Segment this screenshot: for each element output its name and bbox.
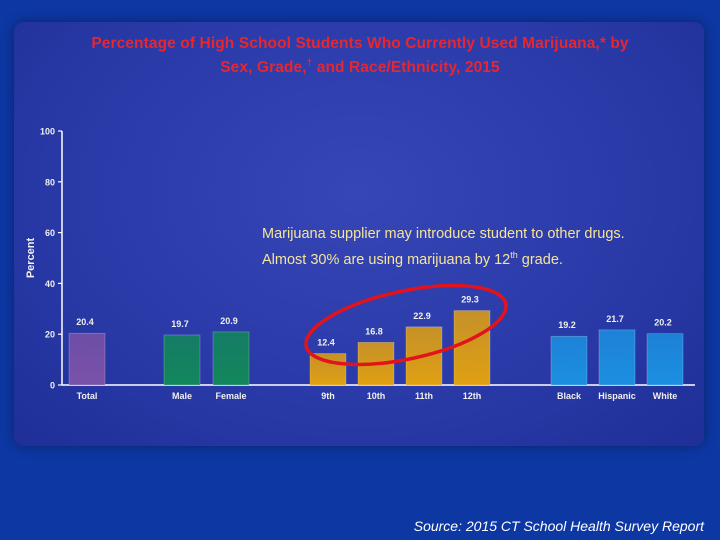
bar-total <box>68 332 106 386</box>
x-category-label: Hispanic <box>598 391 636 401</box>
bar-value-label: 21.7 <box>606 314 624 324</box>
bar-value-label: 20.4 <box>76 317 94 327</box>
highlight-ellipse <box>304 283 508 367</box>
y-tick-label: 20 <box>45 330 55 340</box>
source-citation: Source: 2015 CT School Health Survey Rep… <box>413 518 704 534</box>
note-line-1: Marijuana supplier may introduce student… <box>262 226 625 242</box>
bar-female <box>212 331 250 386</box>
bar-12th <box>453 310 491 386</box>
bar-value-label: 20.9 <box>220 316 238 326</box>
title-line-2-part-a: Sex, Grade, <box>220 59 307 77</box>
bar-value-label: 22.9 <box>413 311 431 321</box>
x-category-label: 12th <box>463 391 482 401</box>
note-line-2: Almost 30% are using marijuana by 12th g… <box>262 245 712 271</box>
bar-white <box>646 333 684 386</box>
y-axis-label: Percent <box>25 237 37 278</box>
bar-hispanic <box>598 329 636 386</box>
bar-value-label: 19.2 <box>558 320 576 330</box>
title-line-2-part-b: and Race/Ethnicity, 2015 <box>312 59 500 77</box>
y-tick-label: 60 <box>45 228 55 238</box>
title-dagger: † <box>306 58 313 69</box>
y-tick-label: 40 <box>45 279 55 289</box>
bar-value-label: 20.2 <box>654 318 672 328</box>
bar-value-label: 12.4 <box>317 338 335 348</box>
bar-male <box>163 334 201 386</box>
note-superscript: th <box>510 250 518 260</box>
title-line-2: Sex, Grade,† and Race/Ethnicity, 2015 <box>30 54 690 78</box>
chart-title: Percentage of High School Students Who C… <box>30 34 690 78</box>
bar-value-label: 29.3 <box>461 295 479 305</box>
x-category-label: 11th <box>415 391 433 401</box>
x-category-label: Black <box>557 391 582 401</box>
annotation-note: Marijuana supplier may introduce student… <box>262 224 712 271</box>
y-tick-label: 0 <box>50 381 55 391</box>
x-category-label: Total <box>77 391 98 401</box>
x-category-label: 9th <box>321 391 335 401</box>
bar-black <box>550 335 588 386</box>
note-line-2-part-b: grade. <box>517 251 563 268</box>
y-tick-label: 80 <box>45 177 55 187</box>
bar-value-label: 19.7 <box>171 319 189 329</box>
bar-value-label: 16.8 <box>365 326 383 336</box>
x-category-label: White <box>653 391 678 401</box>
note-line-2-part-a: Almost 30% are using marijuana by 12 <box>262 251 511 268</box>
x-category-label: 10th <box>367 391 386 401</box>
y-tick-label: 100 <box>40 127 55 137</box>
title-line-1: Percentage of High School Students Who C… <box>91 35 629 52</box>
x-category-label: Female <box>215 391 246 401</box>
x-category-label: Male <box>172 391 192 401</box>
